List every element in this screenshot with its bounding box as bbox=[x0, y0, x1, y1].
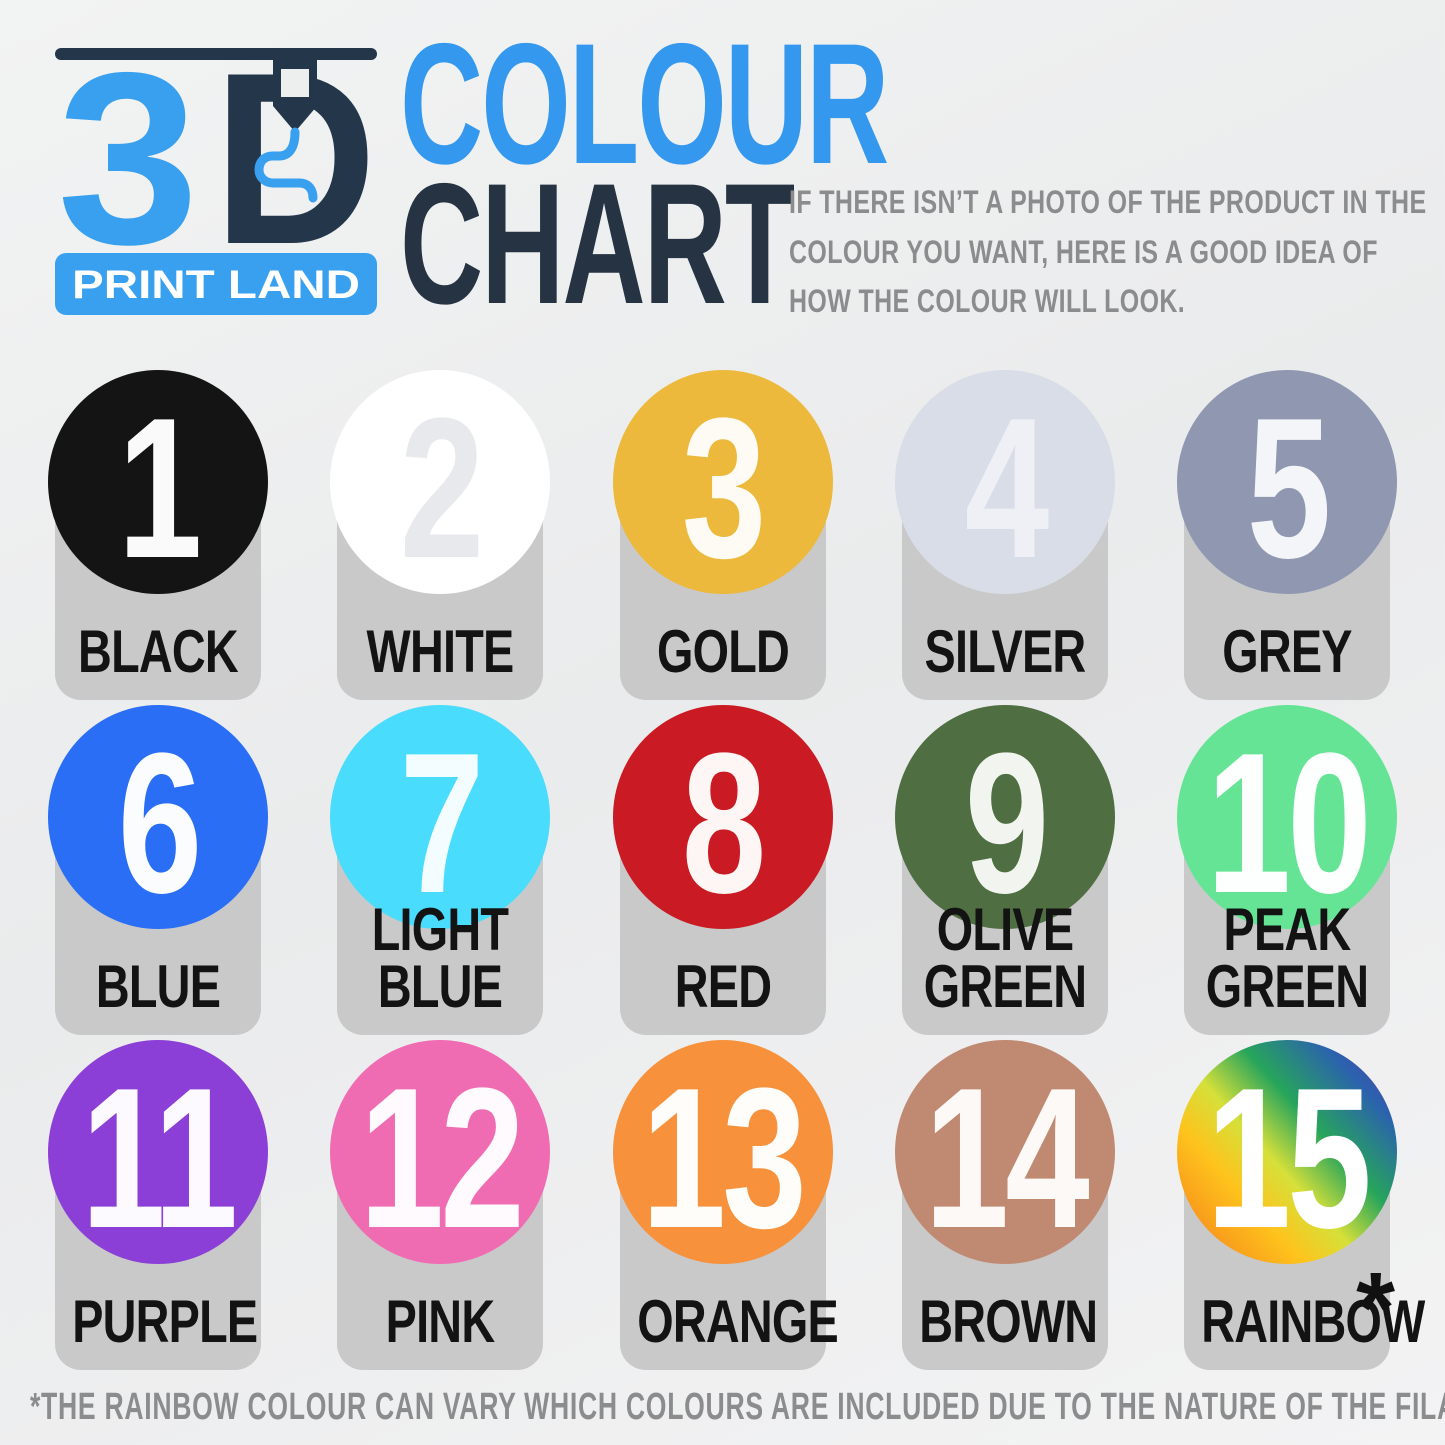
colour-name: OLIVE GREEN bbox=[923, 896, 1087, 1020]
colour-swatch: 3 GOLD bbox=[612, 370, 833, 700]
colour-swatch: 13 ORANGE bbox=[612, 1040, 839, 1370]
colour-circle: 2 bbox=[330, 370, 551, 600]
subtitle-line-3: HOW THE COLOUR WILL LOOK. bbox=[789, 283, 1186, 320]
subtitle-line-1: IF THERE ISN’T A PHOTO OF THE PRODUCT IN… bbox=[789, 184, 1427, 220]
colour-name: SILVER bbox=[924, 618, 1086, 685]
colour-circle: 1 bbox=[48, 370, 268, 594]
colour-swatch: 14 BROWN bbox=[894, 1040, 1115, 1370]
colour-name: BROWN bbox=[918, 1288, 1098, 1355]
brand-logo: 3 D PRINT LAND bbox=[55, 42, 377, 315]
swatch-grid: 1 BLACK 2 WHITE 3 GOLD 4 SILVER 5 GREY 6… bbox=[48, 370, 1425, 1375]
colour-circle: 13 bbox=[612, 1040, 833, 1270]
colour-swatch: 15 RAINBOW * bbox=[1177, 1040, 1425, 1370]
colour-circle: 11 bbox=[48, 1040, 268, 1264]
colour-swatch: 8 RED bbox=[612, 705, 833, 1035]
colour-name: GREY bbox=[1222, 618, 1352, 685]
colour-name: RAINBOW bbox=[1201, 1288, 1425, 1355]
colour-name: PURPLE bbox=[72, 1288, 258, 1355]
colour-circle: 3 bbox=[612, 370, 833, 600]
colour-circle: 15 bbox=[1177, 1040, 1397, 1264]
colour-number: 3 bbox=[682, 377, 767, 600]
colour-circle: 6 bbox=[48, 705, 268, 929]
colour-circle: 10 bbox=[1177, 705, 1397, 929]
colour-name: BLACK bbox=[78, 618, 239, 685]
colour-number: 1 bbox=[117, 377, 203, 600]
colour-number: 14 bbox=[924, 1047, 1089, 1270]
colour-circle: 9 bbox=[894, 705, 1115, 935]
colour-name: PEAK GREEN bbox=[1205, 896, 1369, 1020]
colour-swatch: 12 PINK bbox=[330, 1040, 551, 1370]
printer-gantry-bar bbox=[55, 48, 377, 60]
colour-swatch: 7 LIGHT BLUE bbox=[330, 705, 551, 1035]
logo-banner-text: PRINT LAND bbox=[72, 263, 360, 307]
colour-circle: 14 bbox=[894, 1040, 1115, 1270]
colour-circle: 5 bbox=[1177, 370, 1397, 594]
colour-circle: 12 bbox=[330, 1040, 551, 1270]
colour-name: PINK bbox=[385, 1288, 495, 1355]
filament-squiggle-icon bbox=[254, 127, 318, 203]
colour-number: 11 bbox=[81, 1047, 238, 1270]
footnote-text: *THE RAINBOW COLOUR CAN VARY WHICH COLOU… bbox=[30, 1386, 1445, 1428]
colour-swatch: 1 BLACK bbox=[48, 370, 268, 700]
colour-number: 6 bbox=[117, 712, 203, 935]
colour-circle: 7 bbox=[330, 705, 551, 935]
footnote-asterisk-marker: * bbox=[1356, 1252, 1395, 1364]
colour-name: ORANGE bbox=[636, 1288, 839, 1355]
subtitle-text: IF THERE ISN’T A PHOTO OF THE PRODUCT IN… bbox=[789, 178, 1426, 327]
colour-number: 5 bbox=[1246, 377, 1332, 600]
colour-number: 2 bbox=[399, 377, 485, 600]
subtitle-line-2: COLOUR YOU WANT, HERE IS A GOOD IDEA OF bbox=[789, 233, 1378, 270]
colour-circle: 8 bbox=[612, 705, 833, 935]
colour-number: 12 bbox=[359, 1047, 525, 1270]
colour-number: 7 bbox=[399, 712, 485, 935]
colour-swatch: 6 BLUE bbox=[48, 705, 268, 1035]
colour-swatch: 2 WHITE bbox=[330, 370, 551, 700]
colour-swatch: 10 PEAK GREEN bbox=[1177, 705, 1397, 1035]
printer-nozzle-icon bbox=[273, 60, 317, 132]
colour-number: 4 bbox=[964, 377, 1049, 600]
colour-number: 8 bbox=[682, 712, 767, 935]
logo-banner bbox=[55, 253, 377, 315]
colour-number: 13 bbox=[641, 1047, 807, 1270]
colour-swatch: 11 PURPLE bbox=[48, 1040, 268, 1370]
colour-swatch: 9 OLIVE GREEN bbox=[894, 705, 1115, 1035]
colour-number: 9 bbox=[964, 712, 1049, 935]
colour-name: LIGHT BLUE bbox=[372, 896, 509, 1020]
colour-swatch: 4 SILVER bbox=[894, 370, 1115, 700]
colour-circle: 4 bbox=[894, 370, 1115, 600]
colour-name: RED bbox=[674, 953, 771, 1020]
page-title-chart: CHART bbox=[400, 148, 795, 340]
page-title-colour: COLOUR bbox=[400, 8, 889, 200]
colour-name: GOLD bbox=[656, 618, 789, 685]
colour-name: WHITE bbox=[366, 618, 515, 685]
colour-swatch: 5 GREY bbox=[1177, 370, 1397, 700]
colour-number: 15 bbox=[1206, 1047, 1371, 1270]
logo-numeral-3: 3 bbox=[57, 42, 199, 295]
colour-number: 10 bbox=[1206, 712, 1371, 935]
colour-name: BLUE bbox=[95, 953, 221, 1020]
